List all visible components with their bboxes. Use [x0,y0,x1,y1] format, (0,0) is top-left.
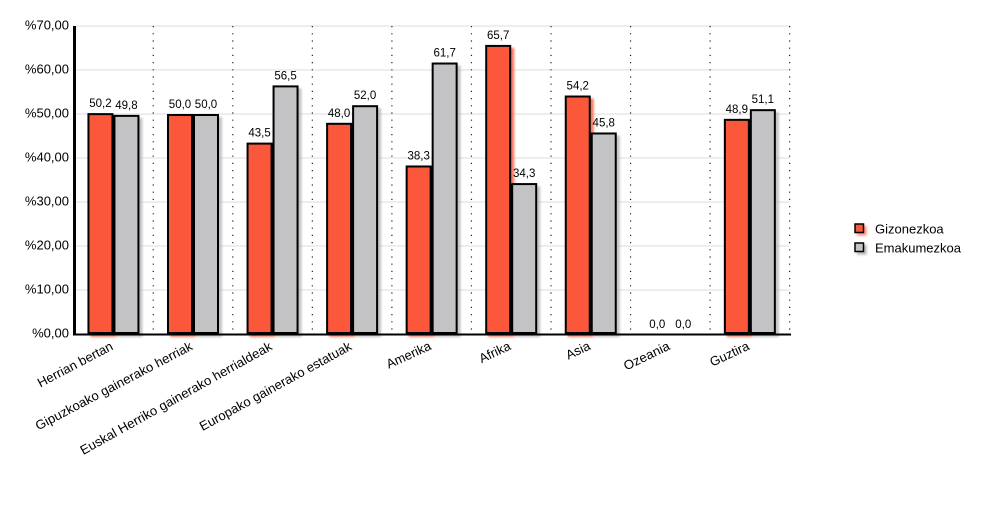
svg-text:52,0: 52,0 [354,90,376,102]
svg-text:%70,00: %70,00 [25,18,69,33]
svg-text:51,1: 51,1 [752,94,774,106]
svg-text:%30,00: %30,00 [25,194,69,209]
svg-text:54,2: 54,2 [567,81,589,93]
svg-text:48,0: 48,0 [328,108,350,120]
svg-text:Afrika: Afrika [477,338,514,366]
svg-text:Ozeania: Ozeania [621,338,673,374]
svg-text:Europako gainerako estatuak: Europako gainerako estatuak [197,338,355,434]
svg-text:%50,00: %50,00 [25,106,69,121]
svg-text:Guztira: Guztira [707,338,752,370]
svg-text:50,0: 50,0 [195,99,217,111]
svg-text:%20,00: %20,00 [25,238,69,253]
svg-text:Emakumezkoa: Emakumezkoa [875,241,962,256]
svg-text:45,8: 45,8 [593,117,615,129]
svg-text:Asia: Asia [563,338,593,363]
svg-text:0,0: 0,0 [675,319,691,331]
svg-text:49,8: 49,8 [115,100,137,112]
svg-text:38,3: 38,3 [407,150,429,162]
svg-text:50,2: 50,2 [89,98,111,110]
svg-text:Gizonezkoa: Gizonezkoa [875,222,944,237]
svg-text:50,0: 50,0 [169,99,191,111]
svg-text:43,5: 43,5 [248,128,270,140]
svg-text:%40,00: %40,00 [25,150,69,165]
svg-text:48,9: 48,9 [726,104,748,116]
svg-text:%0,00: %0,00 [32,326,69,341]
svg-text:0,0: 0,0 [649,319,665,331]
svg-text:%60,00: %60,00 [25,62,69,77]
svg-text:65,7: 65,7 [487,30,509,42]
svg-text:61,7: 61,7 [433,48,455,60]
svg-text:%10,00: %10,00 [25,282,69,297]
svg-text:56,5: 56,5 [274,70,296,82]
svg-text:34,3: 34,3 [513,168,535,180]
svg-text:Amerika: Amerika [384,338,434,372]
svg-text:Gipuzkoako gainerako herriak: Gipuzkoako gainerako herriak [33,338,196,433]
